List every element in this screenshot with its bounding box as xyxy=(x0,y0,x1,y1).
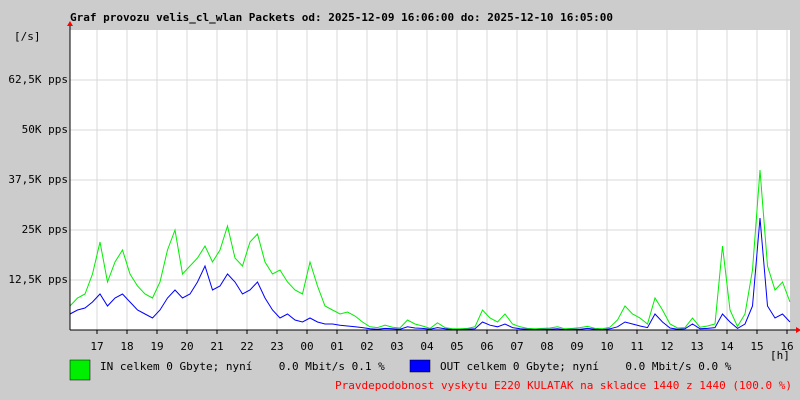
x-axis-arrow xyxy=(796,327,800,333)
x-tick-label: 10 xyxy=(600,340,613,353)
x-tick-label: 14 xyxy=(720,340,734,353)
x-tick-label: 03 xyxy=(390,340,403,353)
series-line xyxy=(69,217,791,331)
x-tick-label: 15 xyxy=(750,340,763,353)
x-tick-label: 00 xyxy=(300,340,313,353)
x-unit: [h] xyxy=(770,349,790,362)
chart-title: Graf provozu velis_cl_wlan Packets od: 2… xyxy=(70,11,613,24)
x-tick-label: 21 xyxy=(210,340,223,353)
x-tick-label: 13 xyxy=(690,340,703,353)
y-tick-label: 37,5K pps xyxy=(8,173,68,186)
x-tick-label: 20 xyxy=(180,340,193,353)
y-tick-label: 50K pps xyxy=(22,123,68,136)
x-tick-label: 19 xyxy=(150,340,163,353)
series-line xyxy=(69,169,791,330)
x-tick-label: 18 xyxy=(120,340,133,353)
legend-label: OUT celkem 0 Gbyte; nyní 0.0 Mbit/s 0.0 … xyxy=(440,360,732,373)
x-tick-label: 09 xyxy=(570,340,583,353)
x-tick-label: 07 xyxy=(510,340,523,353)
x-tick-label: 22 xyxy=(240,340,253,353)
x-tick-label: 05 xyxy=(450,340,463,353)
y-tick-label: 25K pps xyxy=(22,223,68,236)
y-tick-label: 62,5K pps xyxy=(8,73,68,86)
x-tick-label: 06 xyxy=(480,340,493,353)
x-tick-label: 16 xyxy=(780,340,793,353)
x-tick-label: 02 xyxy=(360,340,373,353)
x-tick-label: 17 xyxy=(90,340,103,353)
x-tick-label: 04 xyxy=(420,340,434,353)
x-tick-label: 11 xyxy=(630,340,643,353)
x-tick-label: 01 xyxy=(330,340,343,353)
x-tick-label: 23 xyxy=(270,340,283,353)
legend-label: IN celkem 0 Gbyte; nyní 0.0 Mbit/s 0.1 % xyxy=(100,360,385,373)
legend-swatch xyxy=(69,359,91,381)
x-tick-label: 08 xyxy=(540,340,553,353)
y-axis-arrow xyxy=(67,21,73,26)
y-tick-label: 12,5K pps xyxy=(8,273,68,286)
x-tick-label: 12 xyxy=(660,340,673,353)
y-unit: [/s] xyxy=(14,30,41,43)
legend-swatch xyxy=(409,359,431,373)
footer: Pravdepodobnost vyskytu E220 KULATAK na … xyxy=(335,379,792,392)
